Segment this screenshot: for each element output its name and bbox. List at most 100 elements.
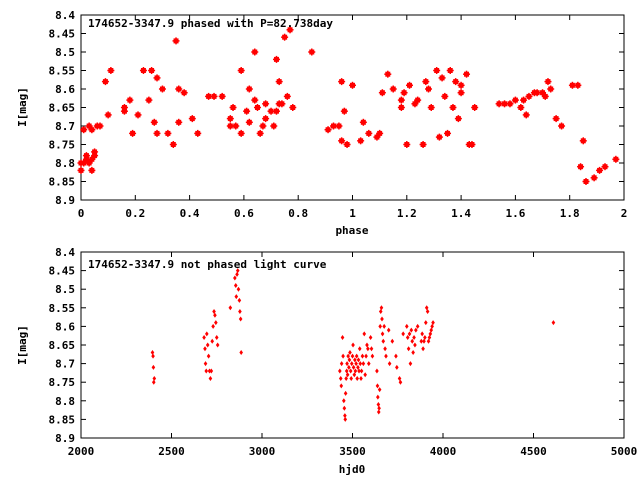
unphased-data-point bbox=[362, 331, 367, 337]
unphased-y-tick-label: 8.8 bbox=[55, 395, 75, 408]
unphased-data-point bbox=[214, 335, 219, 341]
phased-data-point bbox=[150, 118, 158, 126]
phased-data-point bbox=[419, 141, 427, 148]
phased-data-point bbox=[218, 92, 226, 100]
phased-data-point bbox=[158, 85, 166, 93]
phased-data-point bbox=[435, 133, 443, 141]
unphased-data-point bbox=[350, 353, 355, 359]
unphased-data-point bbox=[151, 364, 156, 370]
phased-data-point bbox=[251, 96, 259, 104]
phased-data-point bbox=[579, 137, 587, 145]
unphased-x-tick-label: 3000 bbox=[249, 445, 276, 458]
unphased-data-point bbox=[424, 305, 429, 311]
phased-data-point bbox=[433, 67, 441, 74]
phased-data-point bbox=[506, 100, 514, 108]
phased-data-point bbox=[253, 104, 261, 111]
unphased-data-point bbox=[409, 327, 414, 333]
phased-y-tick-label: 8.6 bbox=[55, 83, 75, 96]
phased-data-point bbox=[359, 118, 367, 126]
phased-data-point bbox=[596, 166, 604, 174]
phased-data-point bbox=[365, 129, 373, 137]
phased-data-point bbox=[400, 89, 408, 97]
unphased-data-point bbox=[423, 335, 427, 341]
phased-data-point bbox=[338, 78, 346, 86]
unphased-data-point bbox=[380, 331, 385, 337]
phased-data-point bbox=[126, 96, 134, 104]
unphased-data-point bbox=[429, 327, 434, 333]
phased-data-point bbox=[539, 89, 547, 97]
phased-data-point bbox=[172, 37, 180, 45]
unphased-data-point bbox=[202, 335, 206, 341]
unphased-data-point bbox=[414, 327, 418, 333]
unphased-data-point bbox=[356, 357, 361, 363]
unphased-y-tick-label: 8.75 bbox=[49, 376, 76, 389]
unphased-data-point bbox=[233, 282, 238, 288]
phased-data-point bbox=[237, 67, 245, 74]
phased-data-point bbox=[446, 67, 454, 74]
phased-data-point bbox=[134, 111, 142, 119]
phased-data-point bbox=[175, 118, 183, 126]
phased-data-point bbox=[463, 70, 471, 78]
phased-x-tick-label: 0.4 bbox=[180, 207, 200, 220]
phased-x-axis-label: phase bbox=[335, 224, 368, 237]
phased-y-tick-label: 8.55 bbox=[49, 65, 76, 78]
unphased-data-point bbox=[353, 357, 357, 363]
phased-data-point bbox=[444, 129, 452, 137]
phased-y-tick-label: 8.4 bbox=[55, 9, 75, 22]
phased-x-tick-label: 1.8 bbox=[560, 207, 580, 220]
phased-data-point bbox=[120, 107, 128, 115]
unphased-data-point bbox=[394, 353, 398, 359]
unphased-data-point bbox=[379, 305, 384, 311]
phased-y-tick-label: 8.65 bbox=[49, 102, 76, 115]
unphased-data-point bbox=[338, 375, 343, 381]
phased-x-tick-label: 2 bbox=[621, 207, 628, 220]
unphased-data-point bbox=[208, 375, 213, 381]
unphased-data-point bbox=[412, 335, 416, 341]
unphased-plot-title: 174652-3347.9 not phased light curve bbox=[88, 258, 327, 271]
phased-data-point bbox=[278, 100, 286, 108]
unphased-data-point bbox=[343, 416, 348, 422]
unphased-data-point bbox=[213, 312, 217, 318]
unphased-data-point bbox=[353, 368, 358, 374]
phased-data-point bbox=[544, 78, 552, 86]
phased-data-point bbox=[389, 85, 397, 93]
unphased-data-point bbox=[357, 346, 362, 352]
phased-data-point bbox=[511, 96, 519, 104]
phased-data-point bbox=[471, 104, 479, 111]
phased-x-tick-label: 1.2 bbox=[397, 207, 417, 220]
unphased-data-point bbox=[152, 375, 157, 381]
phased-data-point bbox=[403, 141, 411, 148]
phased-data-point bbox=[148, 67, 156, 74]
unphased-data-point bbox=[376, 409, 381, 415]
phased-data-point bbox=[384, 70, 392, 78]
phased-x-tick-label: 1.4 bbox=[451, 207, 471, 220]
phased-x-tick-label: 0.6 bbox=[234, 207, 254, 220]
phased-data-point bbox=[324, 126, 332, 134]
phased-data-point bbox=[101, 78, 109, 86]
phased-data-point bbox=[411, 100, 419, 108]
phased-data-point bbox=[129, 129, 137, 137]
phased-data-point bbox=[547, 85, 555, 93]
unphased-data-point bbox=[384, 353, 388, 359]
unphased-data-point bbox=[345, 361, 349, 367]
unphased-data-point bbox=[205, 342, 210, 348]
unphased-data-point bbox=[551, 320, 556, 326]
unphased-data-point bbox=[346, 353, 350, 359]
phased-y-tick-label: 8.8 bbox=[55, 157, 75, 170]
phased-data-point bbox=[308, 48, 316, 56]
phased-data-point bbox=[245, 118, 253, 126]
phased-y-axis-label: I[mag] bbox=[16, 87, 29, 127]
unphased-y-axis-label: I[mag] bbox=[16, 325, 29, 365]
unphased-data-point bbox=[239, 349, 243, 355]
unphased-data-point bbox=[363, 372, 367, 378]
unphased-data-point bbox=[357, 368, 361, 374]
unphased-data-point bbox=[378, 309, 383, 315]
phased-data-point bbox=[270, 122, 278, 130]
unphased-data-point bbox=[203, 346, 207, 352]
unphased-data-point bbox=[431, 320, 435, 326]
unphased-data-point bbox=[377, 387, 382, 393]
phased-data-point bbox=[272, 107, 280, 115]
unphased-data-point bbox=[415, 323, 420, 329]
unphased-axis-ticks: 2000 2500 3000 3500 4000 4500 5000 8.4 8.45 8.5 8.… bbox=[49, 246, 638, 458]
phased-data-point bbox=[256, 129, 264, 137]
